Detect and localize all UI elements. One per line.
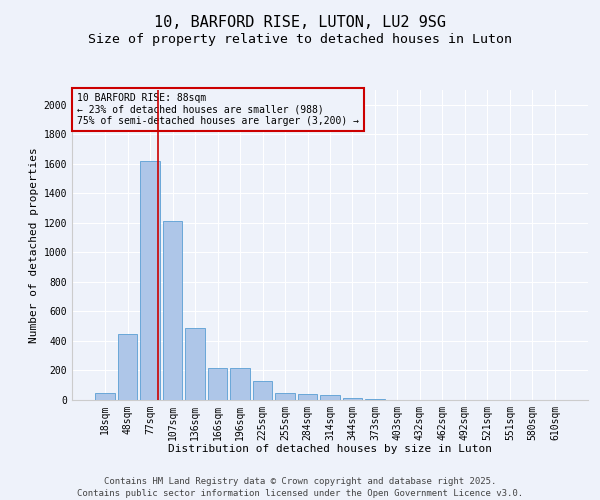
Bar — [253, 381, 272, 400]
Bar — [95, 392, 115, 400]
Bar — [343, 398, 362, 400]
Bar — [208, 368, 227, 400]
Bar — [140, 161, 160, 400]
Bar — [163, 222, 182, 400]
Bar — [275, 392, 295, 400]
Text: 10 BARFORD RISE: 88sqm
← 23% of detached houses are smaller (988)
75% of semi-de: 10 BARFORD RISE: 88sqm ← 23% of detached… — [77, 93, 359, 126]
Bar — [185, 328, 205, 400]
Text: 10, BARFORD RISE, LUTON, LU2 9SG: 10, BARFORD RISE, LUTON, LU2 9SG — [154, 15, 446, 30]
Bar — [230, 368, 250, 400]
Bar — [298, 394, 317, 400]
Text: Contains HM Land Registry data © Crown copyright and database right 2025.
Contai: Contains HM Land Registry data © Crown c… — [77, 476, 523, 498]
Text: Size of property relative to detached houses in Luton: Size of property relative to detached ho… — [88, 32, 512, 46]
Bar — [320, 395, 340, 400]
X-axis label: Distribution of detached houses by size in Luton: Distribution of detached houses by size … — [168, 444, 492, 454]
Bar — [118, 334, 137, 400]
Y-axis label: Number of detached properties: Number of detached properties — [29, 147, 40, 343]
